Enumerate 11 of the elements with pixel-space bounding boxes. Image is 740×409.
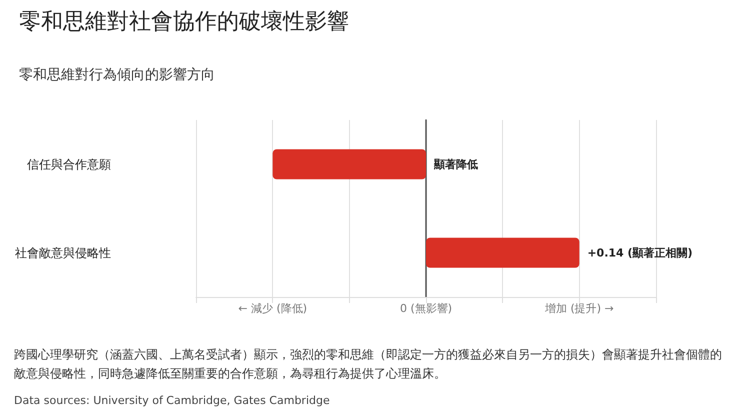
data-label: 顯著降低 xyxy=(433,158,478,171)
chart-subtitle: 零和思維對行為傾向的影響方向 xyxy=(19,67,215,83)
text: ← 減少 (降低) xyxy=(238,302,308,315)
data-label: +0.14 (顯著正相關) xyxy=(587,246,693,260)
y-tick-label: 信任與合作意願 xyxy=(27,157,111,172)
text: 增加 (提升) → xyxy=(544,302,614,315)
chart-title: 零和思維對社會協作的破壞性影響 xyxy=(19,10,349,34)
text: 跨國心理學研究（涵蓋六國、上萬名受試者）顯示，強烈的零和思維（即認定一方的獲益必來自另一方的損失）會顯著提升社會個體的敵意與侵略性，同時急遽降低至關重要的合作意願，為尋租行為提供了心理溫床。 xyxy=(14,348,722,380)
y-tick-label: 社會敵意與侵略性 xyxy=(15,246,111,260)
text: 0 (無影響) xyxy=(400,302,452,315)
text: Data sources: University of Cambridge, Gates Cambridge xyxy=(14,394,330,407)
